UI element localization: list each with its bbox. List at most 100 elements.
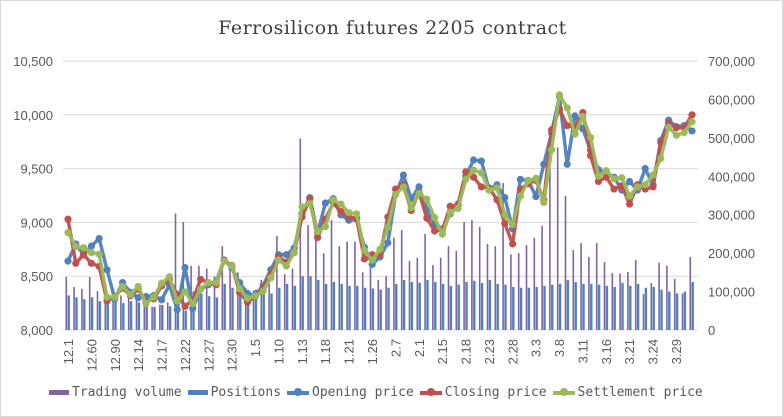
trading-volume-bar (338, 246, 341, 330)
right-axis-tick-label: 0 (708, 323, 715, 338)
settlement-price-point (228, 262, 236, 270)
trading-volume-bar (447, 246, 450, 330)
trading-volume-bar (88, 276, 91, 330)
positions-bar (161, 305, 164, 330)
closing-price-point (477, 183, 485, 191)
settlement-price-point (353, 210, 361, 218)
positions-bar (168, 306, 172, 330)
settlement-price-point (87, 248, 95, 257)
right-axis-tick-label: 500,000 (708, 131, 755, 146)
settlement-price-point (509, 220, 517, 229)
closing-price-point (594, 177, 603, 186)
settlement-price-point (204, 279, 212, 287)
settlement-price-point (438, 230, 446, 238)
trading-volume-bar (361, 272, 364, 330)
settlement-price-point (415, 189, 423, 197)
trading-volume-bar (65, 276, 68, 330)
opening-price-point (477, 157, 485, 165)
positions-bar (145, 303, 148, 330)
x-axis-tick-label: 1.5 (248, 339, 263, 357)
settlement-price-point (158, 279, 166, 287)
positions-bar (75, 297, 78, 330)
positions-bar (67, 295, 70, 330)
trading-volume-bar (213, 276, 216, 330)
x-axis-tick-label: 12.22 (178, 339, 193, 372)
settlement-price-point (633, 183, 642, 191)
positions-bar (558, 283, 562, 330)
trading-volume-bar (268, 272, 270, 330)
positions-bar (246, 291, 250, 330)
positions-bar (114, 301, 117, 330)
settlement-price-point (563, 104, 571, 112)
trading-volume-bar (237, 272, 239, 330)
opening-price-point (282, 251, 290, 259)
positions-bar (551, 284, 554, 330)
opening-price-point (181, 263, 189, 272)
settlement-price-point (306, 199, 314, 208)
trading-volume-bar (385, 276, 387, 330)
settlement-price-point (571, 130, 579, 138)
trading-volume-bar (650, 283, 653, 330)
positions-bar (457, 284, 460, 330)
settlement-price-point (579, 112, 587, 121)
x-axis-tick-label: 2.15 (435, 339, 450, 364)
settlement-price-point (501, 211, 509, 219)
closing-price-point (626, 200, 634, 208)
trading-volume-bar (151, 306, 153, 330)
trading-volume-bar (299, 138, 302, 330)
positions-bar (207, 296, 211, 330)
settlement-price-point (243, 294, 251, 302)
settlement-price-point (516, 192, 525, 200)
positions-bar (137, 302, 141, 330)
trading-volume-bar (229, 262, 231, 330)
legend-label: Settlement price (577, 385, 703, 400)
positions-bar (285, 283, 289, 330)
trading-volume-bar (354, 241, 356, 330)
closing-price-point (64, 215, 72, 223)
closing-price-point (337, 208, 345, 216)
legend: Trading volume Positions Opening price C… (49, 385, 703, 400)
left-axis-tick-label: 8,000 (20, 323, 53, 338)
settlement-price-point (259, 287, 267, 295)
closing-price-point (462, 168, 470, 176)
legend-label: Closing price (444, 385, 547, 400)
trading-volume-bar (369, 266, 372, 330)
trading-volume-bar (96, 291, 99, 330)
right-axis-tick-label: 600,000 (708, 92, 755, 107)
settlement-price-point (360, 246, 368, 254)
positions-bar (254, 289, 258, 330)
trading-volume-bar (432, 265, 434, 330)
positions-bar (488, 280, 492, 330)
positions-bar (527, 287, 531, 330)
positions-bar (215, 297, 219, 330)
settlement-price-point (665, 123, 673, 131)
trading-volume-bar (510, 254, 512, 330)
settlement-price-point (641, 181, 649, 189)
positions-bar (660, 289, 663, 330)
left-axis-tick-label: 10,500 (13, 54, 53, 69)
opening-price-point (415, 183, 423, 191)
positions-bar (683, 291, 687, 330)
trading-volume-bar (135, 299, 138, 330)
positions-bar (324, 283, 328, 330)
settlement-price-line (66, 93, 694, 306)
x-axis-tick-label: 3.29 (669, 339, 684, 364)
settlement-price-point (431, 213, 439, 222)
opening-price-point (173, 305, 181, 314)
trading-volume-bar (393, 237, 395, 330)
settlement-price-point (610, 175, 618, 183)
trading-volume-bar (595, 243, 598, 330)
positions-bar (270, 293, 273, 330)
trading-volume-bar (689, 256, 692, 330)
x-axis-tick-label: 2.23 (482, 339, 497, 364)
opening-price-point (688, 127, 696, 135)
trading-volume-bar (283, 274, 286, 330)
x-axis-tick-label: 2.18 (459, 339, 474, 364)
x-axis-tick-label: 3.16 (599, 339, 614, 364)
legend-swatch (49, 390, 69, 395)
settlement-price-point (376, 245, 384, 253)
positions-bar (262, 291, 265, 330)
trading-volume-bar (330, 220, 333, 330)
